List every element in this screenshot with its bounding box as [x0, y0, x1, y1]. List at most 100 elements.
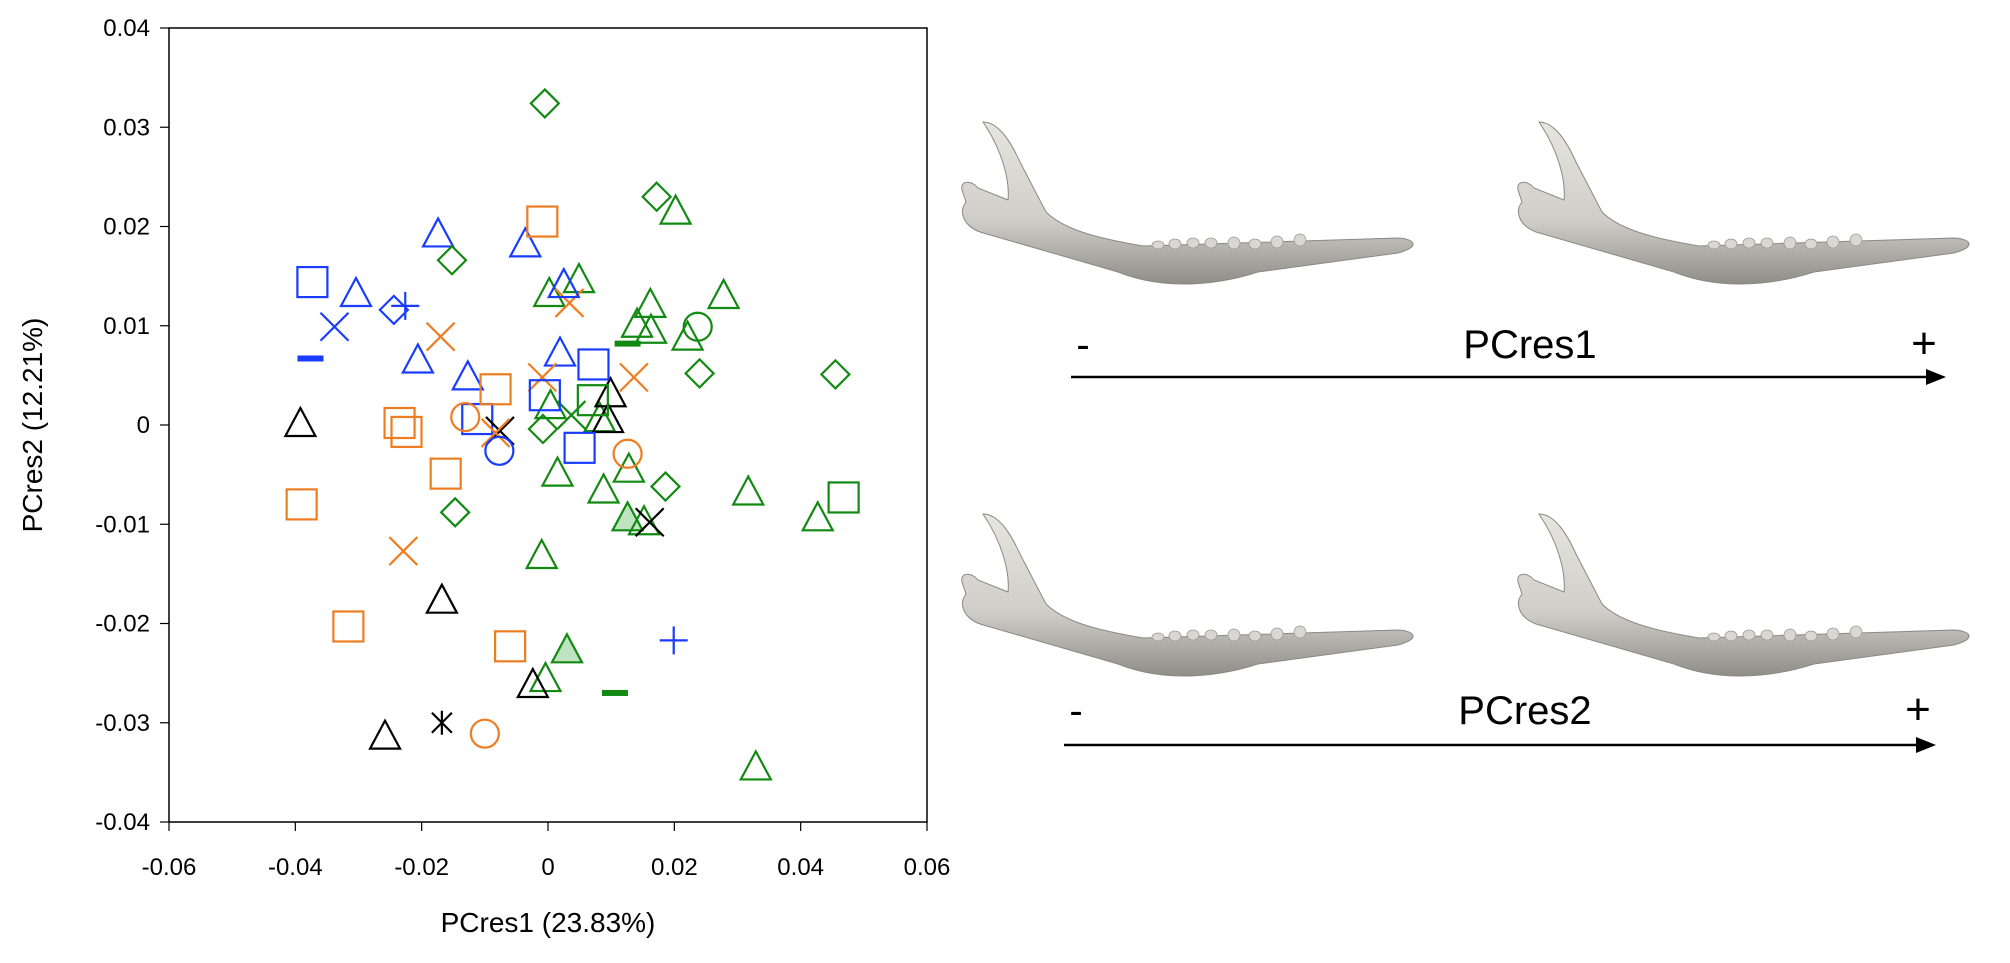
data-point-blue-triangle — [339, 275, 373, 308]
data-point-green-diamond — [439, 496, 471, 528]
data-point-black-x — [634, 507, 665, 538]
data-point-blue-triangle — [546, 266, 581, 299]
data-point-blue-square — [577, 348, 610, 381]
data-point-blue-triangle — [401, 342, 435, 374]
y-tick-label: -0.03 — [95, 710, 150, 737]
data-point-orange-square — [390, 415, 423, 449]
data-point-green-diamond — [527, 413, 559, 445]
data-point-orange-circle — [450, 401, 481, 433]
x-axis-ticks: -0.06 -0.04 -0.02 0 0.02 0.04 0.06 — [142, 822, 951, 881]
data-point-green-triangle — [800, 499, 835, 532]
data-point-green-triangle — [706, 277, 741, 310]
data-point-green-dash — [601, 689, 628, 696]
data-points — [283, 87, 860, 781]
data-point-black-triangle — [593, 375, 628, 408]
data-point-green-diamond — [649, 470, 682, 503]
x-tick-label: 0.06 — [904, 854, 951, 881]
data-point-green-triangle — [634, 312, 668, 344]
data-point-green-triangle — [731, 474, 766, 506]
x-tick-label: 0.02 — [651, 854, 698, 881]
data-point-green-triangle — [658, 193, 693, 225]
pc2-label: PCres2 — [1458, 689, 1591, 733]
data-point-green-diamond — [641, 181, 673, 213]
data-point-green-triangle — [586, 472, 621, 504]
x-tick-label: -0.04 — [268, 854, 323, 881]
y-tick-label: 0.03 — [103, 114, 150, 141]
pc1-minus: - — [1076, 323, 1089, 367]
data-point-green-diamond — [436, 244, 468, 276]
x-tick-label: 0 — [541, 854, 554, 881]
data-point-green-triangle — [620, 306, 654, 338]
data-point-blue-plus — [391, 291, 420, 320]
data-point-blue-triangle — [543, 335, 577, 367]
data-point-blue-circle — [484, 435, 515, 466]
data-point-green-circle — [682, 311, 713, 342]
data-point-green-triangle — [612, 451, 646, 483]
data-point-blue-square — [461, 402, 494, 436]
data-point-black-triangle — [425, 582, 459, 614]
mandible-pc1-negative — [961, 121, 1414, 285]
shape-panel: - PCres1 + - PCres2 + — [961, 121, 1970, 753]
data-point-orange-square — [526, 205, 559, 238]
data-point-orange-x — [554, 288, 585, 318]
data-point-green-triangle — [738, 749, 773, 781]
data-point-orange-circle — [469, 718, 500, 749]
data-point-green-triangle — [524, 537, 559, 570]
data-point-blue-square — [563, 431, 596, 464]
data-point-orange-x — [480, 418, 511, 448]
data-point-orange-square — [494, 630, 527, 663]
data-point-green-triangle-filled — [550, 631, 584, 664]
x-tick-label: -0.06 — [142, 854, 197, 881]
data-point-green-triangle — [528, 660, 563, 693]
data-point-green-diamond — [684, 357, 716, 389]
data-point-black-asterisk — [431, 710, 453, 735]
data-point-orange-square — [332, 610, 365, 643]
pc1-label: PCres1 — [1463, 323, 1596, 367]
pc2-minus: - — [1069, 689, 1082, 733]
data-point-green-diamond — [529, 87, 561, 119]
data-point-black-triangle — [368, 718, 402, 750]
data-point-orange-x — [388, 536, 419, 566]
x-tick-label: -0.02 — [394, 854, 449, 881]
mandible-pc2-negative — [961, 513, 1414, 677]
pc2-plus: + — [1905, 685, 1931, 734]
mandible-pc1-positive — [1517, 121, 1970, 285]
y-tick-label: 0.04 — [103, 15, 150, 42]
pc2-arrow — [1064, 737, 1936, 753]
data-point-orange-x — [425, 321, 456, 352]
data-point-green-triangle — [670, 319, 705, 351]
y-tick-label: 0.02 — [103, 214, 150, 241]
data-point-green-triangle — [540, 455, 575, 487]
pc1-plus: + — [1911, 319, 1937, 368]
data-point-green-triangle — [532, 275, 567, 308]
data-point-green-dash — [614, 340, 641, 347]
data-point-blue-triangle — [421, 216, 455, 248]
pc1-arrow — [1071, 369, 1946, 385]
y-tick-label: -0.01 — [95, 511, 150, 538]
data-point-blue-square — [528, 379, 561, 412]
data-point-blue-diamond — [378, 294, 410, 326]
data-point-orange-square — [479, 373, 512, 406]
mandible-pc2-positive — [1517, 513, 1970, 677]
data-point-orange-square — [383, 406, 416, 440]
data-point-black-triangle — [591, 401, 625, 434]
data-point-blue-plus — [659, 626, 688, 655]
data-point-green-square — [576, 384, 609, 417]
data-point-orange-x — [527, 362, 558, 393]
data-point-blue-square — [296, 265, 329, 299]
data-point-black-triangle — [516, 666, 550, 699]
y-tick-label: 0.01 — [103, 313, 150, 340]
y-tick-label: -0.02 — [95, 611, 150, 638]
y-tick-label: -0.04 — [95, 809, 150, 836]
data-point-blue-triangle — [508, 226, 543, 258]
data-point-green-square — [827, 481, 860, 514]
data-point-green-triangle — [533, 387, 568, 420]
x-axis-label: PCres1 (23.83%) — [441, 907, 656, 938]
scatter-plot: -0.04 -0.03 -0.02 -0.01 0 0.01 0.02 0.03 0.04 -0… — [17, 15, 951, 938]
data-point-black-triangle — [283, 405, 318, 438]
data-point-green-x — [556, 400, 587, 430]
y-axis-ticks: -0.04 -0.03 -0.02 -0.01 0 0.01 0.02 0.03 0.04 — [95, 15, 169, 836]
y-tick-label: 0 — [137, 412, 150, 439]
y-axis-label: PCres2 (12.21%) — [17, 318, 48, 533]
